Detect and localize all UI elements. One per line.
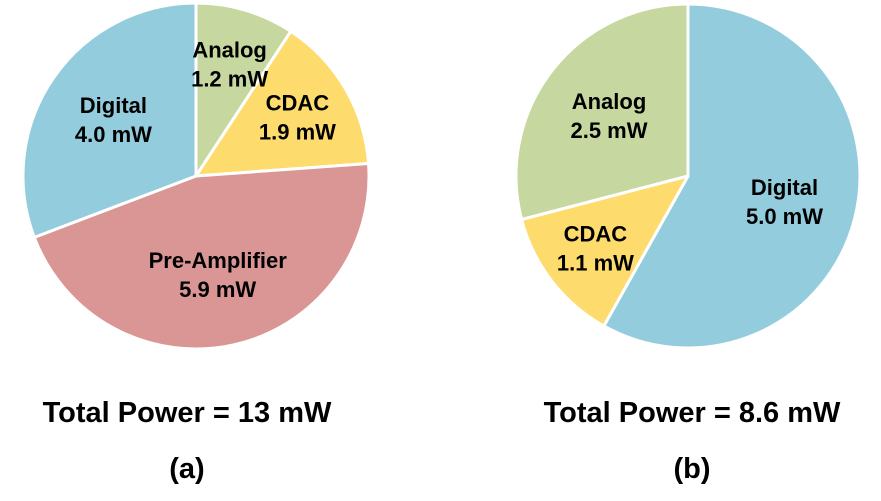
pie-b-slice-digital	[602, 2, 862, 350]
pie-chart-b: Digital 5.0 mW CDAC 1.1 mW Analog 2.5 mW Tota…	[514, 2, 862, 485]
pie-a-label-cdac-name: CDAC	[266, 90, 330, 115]
pie-b-slice-cdac	[520, 174, 690, 328]
pie-a-label-pre-amplifier-value: 5.9 mW	[179, 277, 256, 302]
pie-b-label-digital-value: 5.0 mW	[746, 204, 823, 229]
panel-label-b: (b)	[673, 453, 710, 485]
pie-b-slices	[514, 2, 862, 350]
pie-a-label-cdac-value: 1.9 mW	[259, 119, 336, 144]
pie-a-label-analog-value: 1.2 mW	[191, 66, 268, 91]
panel-label-a: (a)	[169, 453, 204, 485]
pie-a-slice-analog	[194, 1, 293, 178]
pie-a-slice-cdac	[194, 29, 371, 178]
pie-b-label-cdac-name: CDAC	[564, 222, 628, 247]
total-power-caption-a: Total Power = 13 mW	[43, 397, 332, 429]
pie-a-label-pre-amplifier-name: Pre-Amplifier	[149, 248, 288, 273]
pie-a-label-analog-name: Analog	[192, 37, 267, 62]
pie-b-label-cdac-value: 1.1 mW	[557, 251, 634, 276]
total-power-caption-b: Total Power = 8.6 mW	[544, 397, 841, 429]
pie-a-slice-digital	[21, 1, 198, 239]
pie-b-label-digital-name: Digital	[751, 175, 818, 200]
pie-b-labels: Digital 5.0 mW CDAC 1.1 mW Analog 2.5 mW	[557, 89, 823, 276]
pie-a-label-digital-name: Digital	[80, 93, 147, 118]
pie-b-label-analog-value: 2.5 mW	[570, 118, 647, 143]
pie-a-label-digital-value: 4.0 mW	[75, 122, 152, 147]
pie-a-slice-pre-amplifier	[32, 161, 371, 351]
pie-b-label-analog-name: Analog	[572, 89, 647, 114]
pie-b-slice-analog	[514, 2, 690, 221]
pie-a-slices	[21, 1, 371, 351]
